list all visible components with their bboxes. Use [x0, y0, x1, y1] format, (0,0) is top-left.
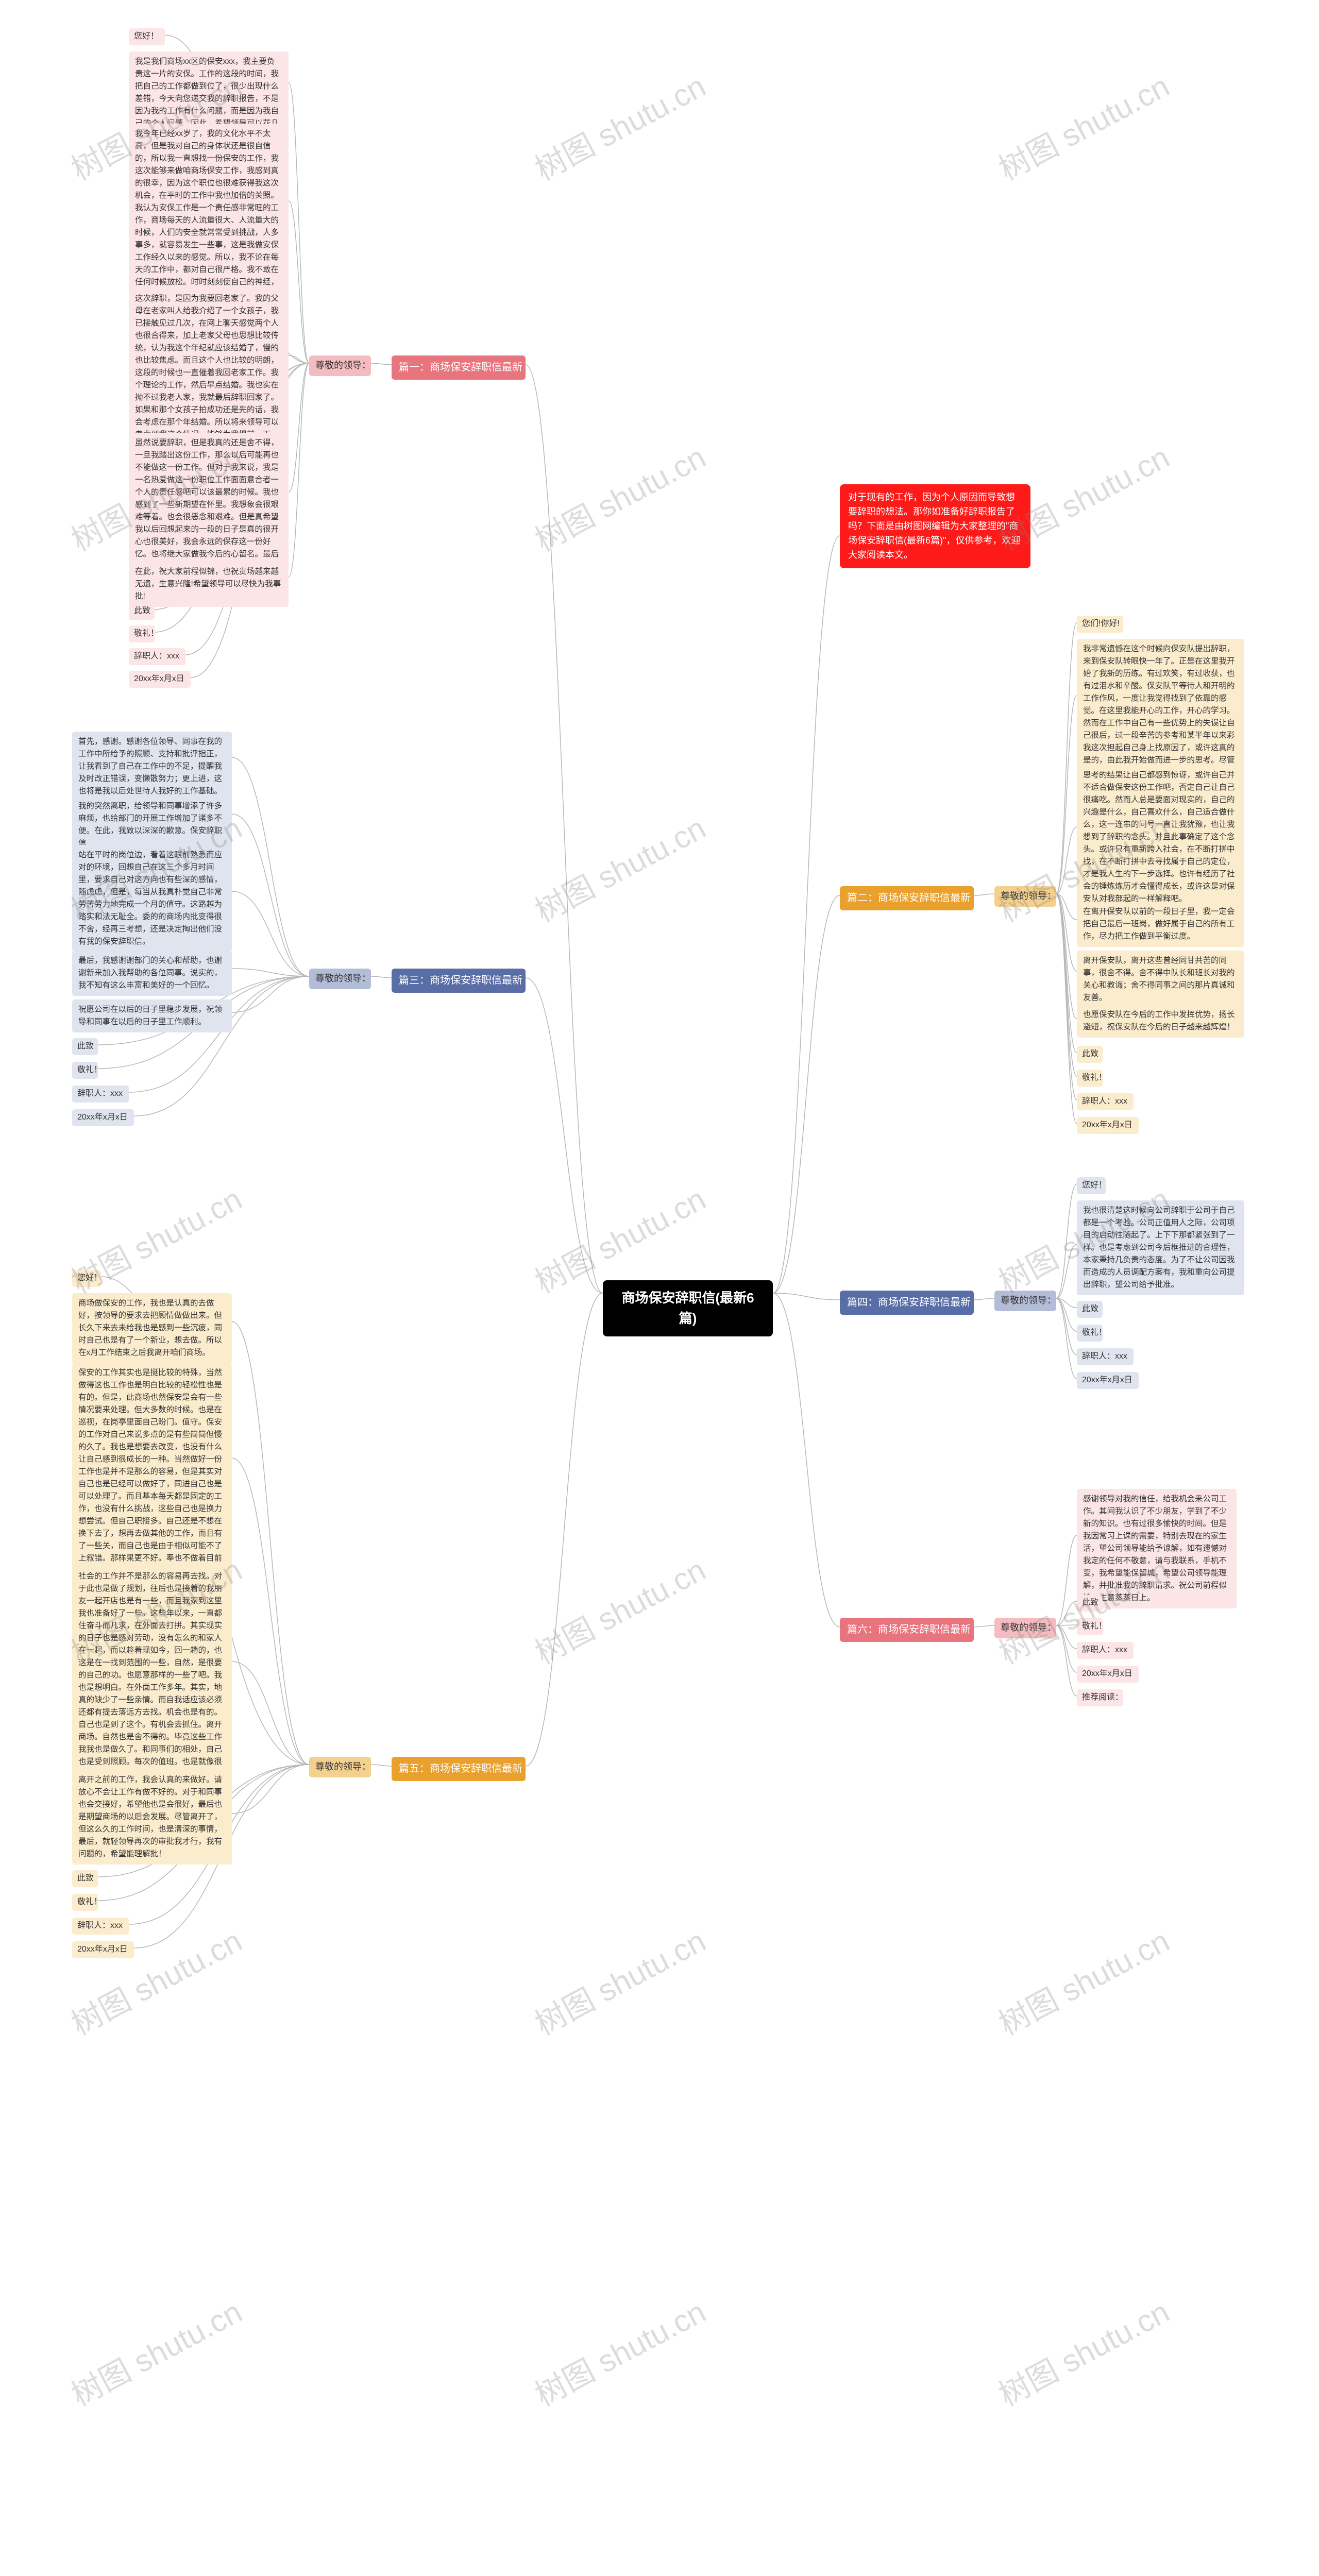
- branch-b2-leaf-6: 此致: [1077, 1046, 1103, 1063]
- branch-b1-label: 篇一：商场保安辞职信最新: [392, 355, 526, 380]
- branch-b2-leaf-4: 离开保安队，离开这些曾经同甘共苦的同事，很舍不得。舍不得中队长和班长对我的关心和…: [1077, 951, 1244, 1008]
- watermark: 树图 shutu.cn: [526, 2287, 713, 2415]
- branch-b4-leaf-4: 辞职人：xxx: [1077, 1348, 1134, 1365]
- branch-b5-label: 篇五：商场保安辞职信最新: [392, 1757, 526, 1781]
- branch-b6-leaf-1: 此致: [1077, 1595, 1103, 1612]
- watermark: 树图 shutu.cn: [990, 62, 1176, 189]
- watermark: 树图 shutu.cn: [526, 804, 713, 931]
- branch-b1-leaf-0: 您好！: [129, 28, 165, 45]
- branch-b2-leaf-3: 在离开保安队以前的一段日子里，我一定会把自己最后一班岗，做好属于自己的所有工作，…: [1077, 902, 1244, 947]
- branch-b6-leaf-5: 推荐阅读：: [1077, 1689, 1123, 1706]
- branch-b3-leaf-8: 20xx年x月x日: [72, 1109, 134, 1126]
- branch-b2-leaf-9: 20xx年x月x日: [1077, 1117, 1139, 1134]
- branch-b2-leaf-8: 辞职人：xxx: [1077, 1093, 1134, 1110]
- branch-b6-sub: 尊敬的领导：: [994, 1618, 1056, 1638]
- branch-b3-leaf-6: 敬礼！: [72, 1062, 98, 1079]
- branch-b3-leaf-7: 辞职人：xxx: [72, 1086, 129, 1103]
- branch-b5-leaf-0: 您好！: [72, 1270, 101, 1287]
- branch-b1-sub: 尊敬的领导：: [309, 355, 371, 376]
- branch-b3-label: 篇三：商场保安辞职信最新: [392, 969, 526, 993]
- branch-b4-leaf-1: 我也很清楚这时候向公司辞职于公司于自己都是一个考验。公司正值用人之际，公司项目的…: [1077, 1200, 1244, 1295]
- watermark: 树图 shutu.cn: [62, 1917, 249, 2044]
- watermark: 树图 shutu.cn: [526, 1917, 713, 2044]
- branch-b4-leaf-2: 此致: [1077, 1301, 1103, 1318]
- branch-b6-leaf-4: 20xx年x月x日: [1077, 1666, 1139, 1683]
- branch-b1-leaf-5: 在此，祝大家前程似锦，也祝贵场越来越无遗，生意兴隆!希望领导可以尽快为我事批!: [129, 562, 289, 607]
- branch-b3-leaf-4: 祝愿公司在以后的日子里稳步发展，祝领导和同事在以后的日子里工作顺利。: [72, 999, 232, 1032]
- watermark: 树图 shutu.cn: [526, 1546, 713, 1673]
- branch-b1-leaf-8: 辞职人：xxx: [129, 648, 185, 665]
- branch-b4-sub: 尊敬的领导：: [994, 1291, 1056, 1311]
- watermark: 树图 shutu.cn: [526, 62, 713, 189]
- watermark: 树图 shutu.cn: [526, 433, 713, 560]
- branch-b5-leaf-4: 离开之前的工作，我会认真的来做好。请放心不会让工作有做不好的。对于和同事也会交接…: [72, 1770, 232, 1865]
- center-title: 商场保安辞职信(最新6篇): [603, 1280, 773, 1336]
- branch-b5-leaf-6: 敬礼！: [72, 1894, 98, 1911]
- branch-b3-leaf-3: 最后，我感谢谢部门的关心和帮助，也谢谢新来加入我帮助的各位同事。说实的，我不知有…: [72, 951, 232, 996]
- branch-b3-leaf-0: 首先，感谢。感谢各位领导、同事在我的工作中所给予的照顾、支持和批评指正，让我看到…: [72, 732, 232, 802]
- branch-b5-leaf-1: 商场做保安的工作，我也是认真的去做好，按领导的要求去把顾情做做出来。但长久下来去…: [72, 1293, 232, 1363]
- branch-b6-leaf-2: 敬礼！: [1077, 1618, 1103, 1635]
- branch-b4-label: 篇四：商场保安辞职信最新: [840, 1291, 974, 1315]
- branch-b5-leaf-7: 辞职人：xxx: [72, 1918, 129, 1935]
- branch-b5-leaf-8: 20xx年x月x日: [72, 1941, 134, 1958]
- branch-b2-sub: 尊敬的领导：: [994, 886, 1056, 907]
- branch-b6-label: 篇六：商场保安辞职信最新: [840, 1618, 974, 1642]
- watermark: 树图 shutu.cn: [62, 2287, 249, 2415]
- branch-b3-leaf-5: 此致: [72, 1038, 98, 1055]
- branch-b5-leaf-3: 社会的工作并不是那么的容易再去找。对于此也是做了规划，往后也是接着的我朋友一起开…: [72, 1566, 232, 1797]
- branch-b2-leaf-7: 敬礼！: [1077, 1070, 1103, 1087]
- branch-b6-leaf-0: 感谢领导对我的信任，给我机会来公司工作。其间我认识了不少朋友，学到了不少新的知识…: [1077, 1489, 1237, 1608]
- branch-b3-sub: 尊敬的领导：: [309, 969, 371, 989]
- branch-b2-leaf-2: 思考的结果让自己都感到惊讶，或许自己并不适合做保安这份工作吧，否定自己让自己很痛…: [1077, 765, 1244, 909]
- branch-b3-leaf-2: 站在平时的岗位边，看着这眼前熟悉而应对的环境，回想自己在这三个多月时间里，要求自…: [72, 845, 232, 952]
- branch-b4-leaf-3: 敬礼！: [1077, 1325, 1103, 1342]
- branch-b2-leaf-0: 您们!你好!: [1077, 616, 1123, 633]
- branch-b6-leaf-3: 辞职人：xxx: [1077, 1642, 1134, 1659]
- branch-b2-label: 篇二：商场保安辞职信最新: [840, 886, 974, 910]
- branch-b4-leaf-0: 您好！: [1077, 1177, 1106, 1194]
- branch-b5-sub: 尊敬的领导：: [309, 1757, 371, 1777]
- intro-text: 对于现有的工作，因为个人原因而导致想要辞职的想法。那你如准备好辞职报告了吗？下面…: [840, 484, 1030, 568]
- branch-b1-leaf-6: 此致: [129, 603, 155, 620]
- branch-b2-leaf-5: 也愿保安队在今后的工作中发挥优势，扬长避短，祝保安队在今后的日子越来越辉煌！: [1077, 1005, 1244, 1038]
- branch-b4-leaf-5: 20xx年x月x日: [1077, 1372, 1139, 1389]
- watermark: 树图 shutu.cn: [990, 2287, 1176, 2415]
- branch-b5-leaf-5: 此致: [72, 1870, 98, 1887]
- branch-b1-leaf-7: 敬礼！: [129, 625, 155, 642]
- branch-b1-leaf-9: 20xx年x月x日: [129, 671, 191, 688]
- watermark: 树图 shutu.cn: [990, 1917, 1176, 2044]
